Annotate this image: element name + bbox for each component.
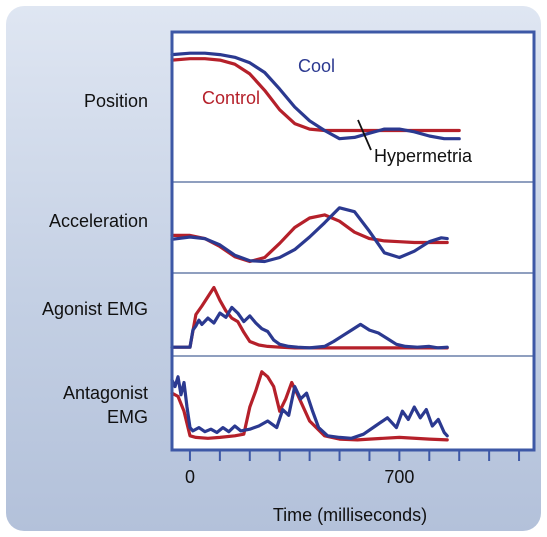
panel-label: Position [84, 91, 148, 111]
panel-label: Antagonist [63, 383, 148, 403]
series-line-cool-panel-2 [170, 206, 449, 264]
plot-area [172, 32, 534, 450]
x-tick-label: 700 [384, 467, 414, 487]
panel-label: Acceleration [49, 211, 148, 231]
series-line-cool-panel-3 [170, 305, 449, 350]
panel-label: Agonist EMG [42, 299, 148, 319]
panel-label: EMG [107, 407, 148, 427]
annotation-cool: Cool [298, 56, 335, 76]
series-line-control-panel-3 [170, 285, 449, 350]
x-tick-label: 0 [185, 467, 195, 487]
annotation-hypermetria: Hypermetria [374, 146, 473, 166]
series-line-cool-panel-1 [170, 51, 461, 141]
series-line-cool-panel-4 [170, 375, 449, 440]
x-axis-title: Time (milliseconds) [273, 505, 427, 525]
hypermetria-pointer [357, 119, 372, 151]
annotation-control: Control [202, 88, 260, 108]
series-line-control-panel-4 [170, 370, 449, 442]
